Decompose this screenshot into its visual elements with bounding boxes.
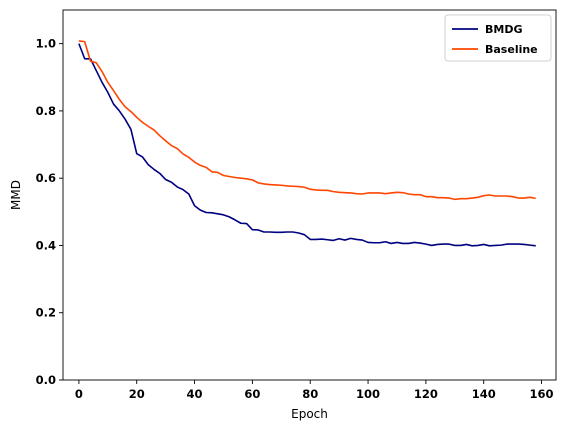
y-tick-label: 0.2	[36, 306, 56, 320]
x-axis-label: Epoch	[291, 407, 328, 421]
x-tick-label: 120	[414, 387, 438, 401]
x-tick-label: 20	[129, 387, 145, 401]
x-tick-label: 140	[472, 387, 496, 401]
x-tick-label: 40	[187, 387, 203, 401]
series-line-baseline	[78, 40, 536, 201]
legend-label-bmdg: BMDG	[485, 23, 523, 36]
series-line-bmdg	[78, 43, 536, 247]
axes-frame	[62, 9, 557, 381]
legend-label-baseline: Baseline	[485, 43, 538, 56]
y-axis-label: MMD	[9, 180, 23, 210]
x-tick-label: 160	[530, 387, 554, 401]
x-tick-label: 100	[356, 387, 380, 401]
axes: 0 20 40 60 80 100 120 140 160 0.0 0.2 0.4 0.6 0.8 1.0	[36, 9, 557, 401]
x-tick-label: 60	[244, 387, 260, 401]
x-tick-label: 0	[75, 387, 83, 401]
y-tick-label: 1.0	[36, 37, 56, 51]
y-tick-label: 0.0	[36, 373, 56, 387]
y-tick-label: 0.8	[36, 104, 56, 118]
y-tick-label: 0.4	[36, 238, 56, 252]
legend: BMDG Baseline	[444, 14, 552, 62]
x-tick-label: 80	[302, 387, 318, 401]
y-tick-label: 0.6	[36, 171, 56, 185]
plot-area	[78, 40, 536, 247]
